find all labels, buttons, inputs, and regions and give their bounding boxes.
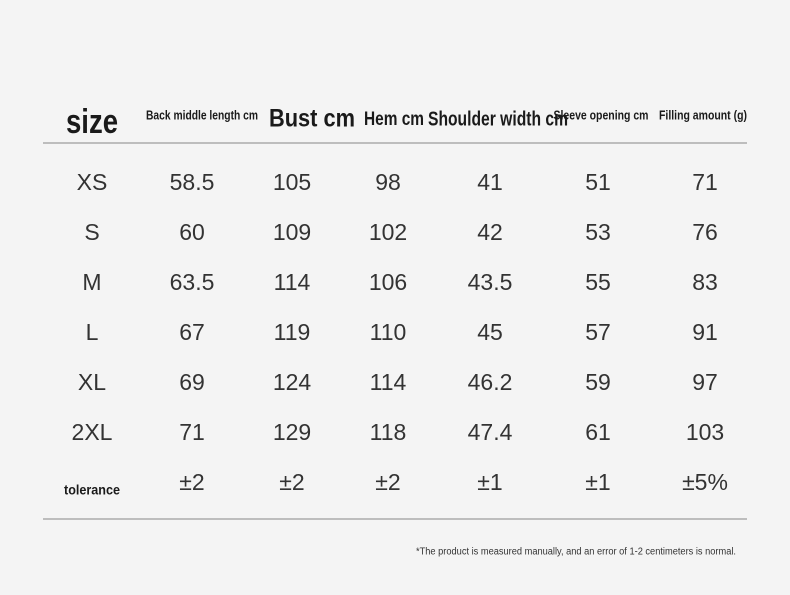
column-header: Filling amount (g) <box>659 107 747 122</box>
cell-value: 61 <box>585 419 611 445</box>
cell-value: 57 <box>585 319 611 345</box>
cell-value: 76 <box>692 219 718 245</box>
cell-value: 46.2 <box>468 369 513 395</box>
cell-value: 59 <box>585 369 611 395</box>
cell-value: 71 <box>692 169 718 195</box>
column-header: Back middle length cm <box>146 107 258 122</box>
size-label: L <box>86 319 99 345</box>
cell-value: 110 <box>370 319 407 345</box>
cell-value: 118 <box>370 419 407 445</box>
cell-value: 114 <box>370 369 407 395</box>
cell-value: 129 <box>273 419 311 445</box>
cell-value: 60 <box>179 219 205 245</box>
size-label: tolerance <box>64 482 120 498</box>
cell-value: 119 <box>274 319 311 345</box>
cell-value: 102 <box>369 219 407 245</box>
cell-value: 45 <box>477 319 503 345</box>
cell-value: 106 <box>369 269 407 295</box>
cell-value: 105 <box>273 169 311 195</box>
cell-value: 42 <box>477 219 503 245</box>
cell-value: 43.5 <box>468 269 513 295</box>
size-label: 2XL <box>72 419 113 445</box>
cell-value: 67 <box>179 319 205 345</box>
footnote: *The product is measured manually, and a… <box>416 547 736 558</box>
cell-value: 83 <box>692 269 718 295</box>
size-label: XS <box>77 169 108 195</box>
cell-value: ±2 <box>179 469 204 495</box>
cell-value: ±2 <box>279 469 304 495</box>
column-header: size <box>66 103 118 141</box>
cell-value: 63.5 <box>170 269 215 295</box>
cell-value: 53 <box>585 219 611 245</box>
cell-value: 114 <box>274 269 311 295</box>
column-header: Bust cm <box>269 105 355 133</box>
size-label: M <box>82 269 101 295</box>
cell-value: 91 <box>692 319 718 345</box>
cell-value: ±5% <box>682 469 728 495</box>
cell-value: 69 <box>179 369 205 395</box>
cell-value: 58.5 <box>170 169 215 195</box>
cell-value: 109 <box>273 219 311 245</box>
cell-value: ±2 <box>375 469 400 495</box>
cell-value: ±1 <box>585 469 610 495</box>
cell-value: ±1 <box>477 469 502 495</box>
column-header: Sleeve opening cm <box>554 107 649 122</box>
cell-value: 41 <box>477 169 503 195</box>
size-label: XL <box>78 369 106 395</box>
cell-value: 71 <box>179 419 205 445</box>
cell-value: 124 <box>273 369 312 395</box>
column-header: Shoulder width cm <box>428 108 568 130</box>
cell-value: 97 <box>692 369 718 395</box>
size-label: S <box>84 219 99 245</box>
cell-value: 55 <box>585 269 611 295</box>
cell-value: 51 <box>585 169 611 195</box>
cell-value: 98 <box>375 169 401 195</box>
cell-value: 47.4 <box>468 419 513 445</box>
column-header: Hem cm <box>364 109 424 130</box>
cell-value: 103 <box>686 419 724 445</box>
